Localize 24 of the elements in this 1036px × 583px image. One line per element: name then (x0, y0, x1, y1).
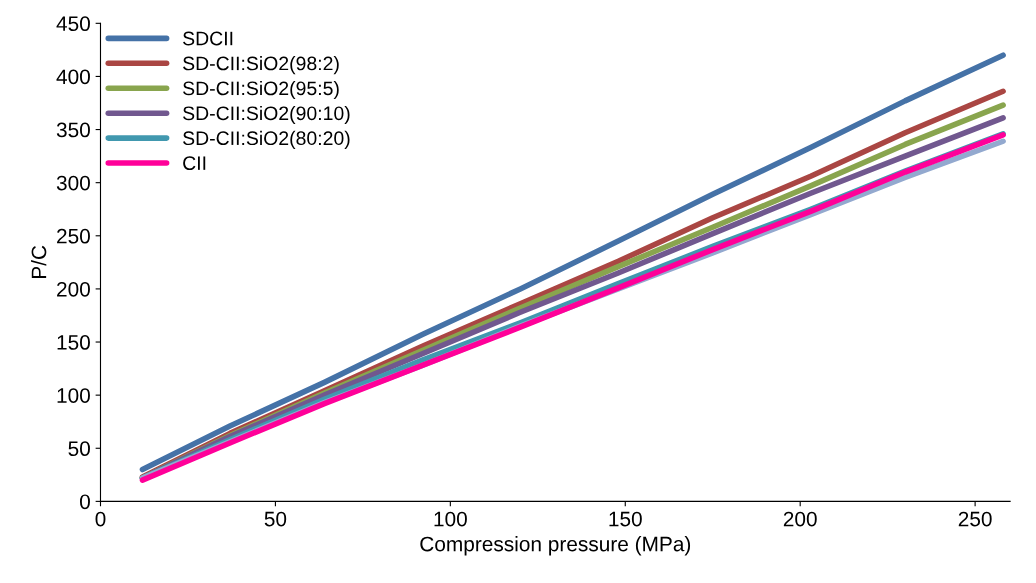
x-tick-label: 200 (783, 511, 817, 527)
x-tick-label: 100 (434, 511, 467, 527)
legend-label: SD-CII:SiO2(98:2) (183, 56, 339, 75)
y-tick-label: 350 (56, 122, 90, 138)
y-tick-label: 300 (56, 175, 90, 191)
y-tick-label: 150 (57, 335, 90, 350)
legend-label: SD-CII:SiO2(90:10) (183, 105, 350, 125)
x-axis-title: Compression pressure (MPa) (420, 536, 691, 556)
legend-label: CII (183, 156, 206, 171)
legend-label: SD-CII:SiO2(80:20) (183, 130, 350, 149)
y-tick-label: 100 (57, 388, 90, 403)
y-tick-label: 450 (56, 16, 90, 32)
legend-label: SD-CII:SiO2(95:5) (183, 80, 339, 100)
x-tick-label: 250 (958, 511, 992, 527)
legend-label: SDCII (183, 31, 233, 46)
x-tick-label: 50 (264, 511, 287, 527)
y-tick-label: 50 (68, 441, 90, 457)
y-axis-title: P/C (31, 245, 47, 279)
y-tick-label: 0 (80, 494, 90, 510)
y-tick-label: 200 (57, 281, 90, 297)
x-tick-label: 150 (609, 511, 642, 527)
y-tick-label: 400 (56, 69, 90, 85)
y-tick-label: 250 (57, 228, 90, 244)
x-tick-label: 0 (95, 511, 106, 527)
